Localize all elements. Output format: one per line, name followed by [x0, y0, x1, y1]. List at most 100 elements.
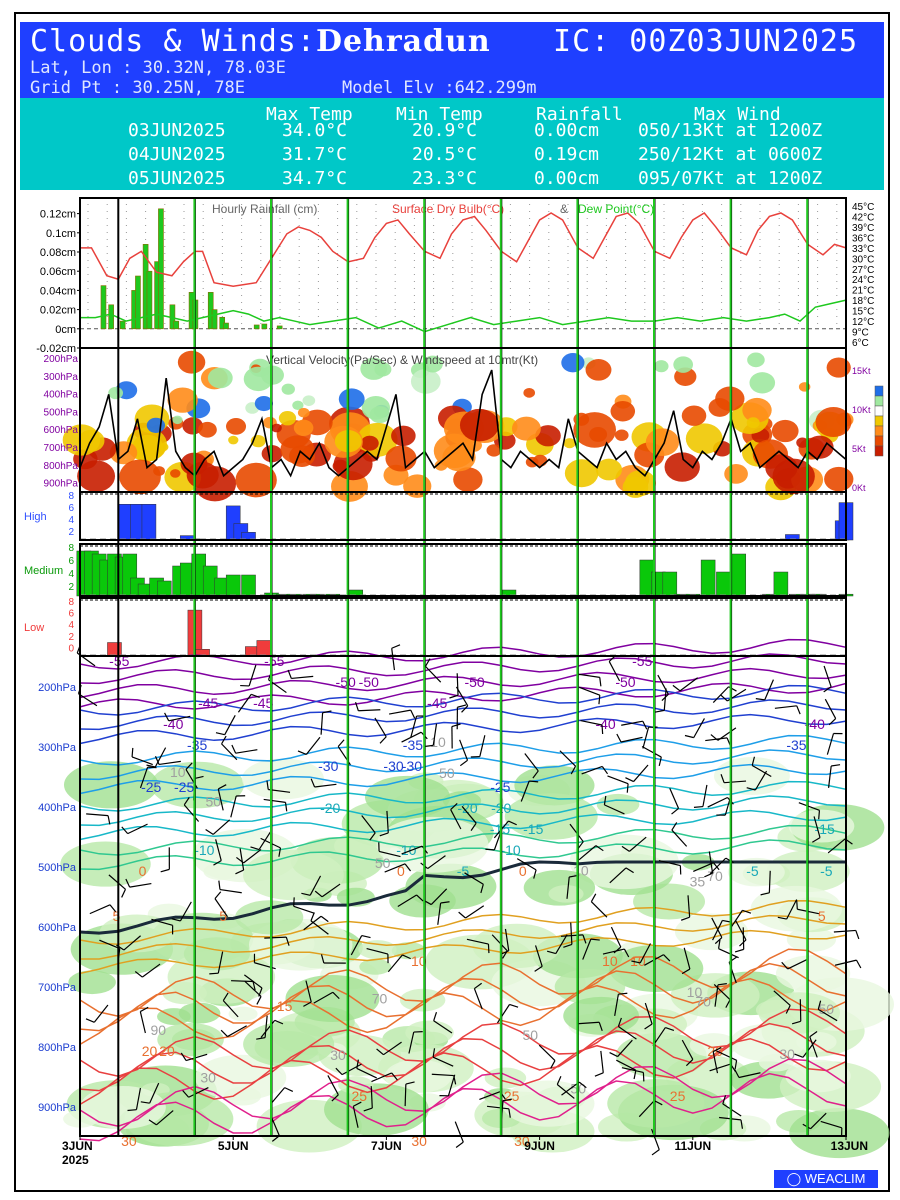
wind-barb-flag — [704, 872, 713, 878]
rh-shade — [364, 775, 451, 819]
wind-barb-flag — [590, 893, 597, 902]
wind-barb — [768, 870, 771, 893]
rain-legend-label: Hourly Rainfall (cm) — [212, 202, 317, 216]
wind-barb — [154, 747, 167, 768]
temp-y-tick-label: 18°C — [852, 296, 874, 307]
wind-barb — [269, 1087, 286, 1105]
wind-barb — [305, 980, 312, 1003]
wind-barb — [371, 1072, 392, 1083]
vv-cell — [486, 444, 502, 457]
vv-colorbar-cell — [874, 445, 884, 457]
isotherm-line — [79, 899, 847, 945]
row-min-temp: 20.9°C — [412, 120, 478, 141]
rain-bar — [173, 320, 180, 330]
wind-barb — [244, 980, 262, 997]
rh-shade — [228, 1006, 258, 1022]
rain-bar — [261, 323, 268, 330]
wind-barb-flag — [320, 915, 329, 923]
row-min-temp: 20.5°C — [412, 144, 478, 165]
vv-cell — [297, 407, 310, 418]
vv-cell — [459, 408, 499, 442]
wind-barb — [466, 938, 489, 945]
wind-barb-flag — [818, 810, 821, 820]
rh-shade — [384, 1059, 452, 1093]
wind-barb-flag — [785, 1005, 791, 1014]
wind-barb — [156, 1110, 174, 1126]
wind-barb-flag — [424, 744, 434, 748]
wind-barb-flag — [235, 869, 244, 875]
wind-barb — [454, 1121, 464, 1143]
vv-cell — [724, 464, 748, 484]
initial-condition: IC: 00Z03JUN2025 — [553, 24, 858, 59]
wind-barb — [352, 1106, 359, 1128]
medium-cloud-bar — [662, 571, 678, 597]
wind-barb-flag — [599, 677, 602, 687]
vv-cell — [564, 459, 599, 488]
pressure-y-tick-label: 600hPa — [38, 922, 77, 934]
rain-y-tick-label: 0.1cm — [46, 228, 76, 240]
wind-barb — [135, 1087, 142, 1110]
medium-cloud-y-tick-label: 4 — [68, 569, 74, 580]
vv-cell — [573, 412, 590, 426]
wind-barb-flag — [658, 756, 662, 766]
wind-barb-flag — [855, 930, 860, 940]
isotherm-line — [79, 795, 847, 827]
vv-cell — [681, 405, 707, 426]
wind-barb-flag — [740, 1119, 744, 1129]
wind-barb — [244, 974, 263, 989]
wind-barb — [141, 963, 161, 978]
panel-border — [79, 491, 847, 541]
wind-barb — [258, 830, 272, 850]
wind-barb-flag — [631, 960, 641, 964]
vv-cell — [410, 368, 441, 394]
wind-barb — [617, 1039, 633, 1057]
wind-barb-flag — [470, 822, 477, 831]
high-cloud-y-tick-label: 6 — [68, 503, 74, 514]
wind-barb — [524, 753, 539, 772]
wind-barb — [86, 813, 109, 817]
wind-barb-flag — [310, 912, 315, 922]
wind-barb — [786, 899, 798, 920]
wind-barb — [123, 935, 141, 951]
low-cloud-y-tick-label: 2 — [68, 632, 74, 643]
medium-cloud-y-tick-label: 2 — [68, 582, 74, 593]
wind-barb — [222, 1000, 239, 1018]
wind-barb — [590, 901, 608, 918]
row-min-temp: 23.3°C — [412, 168, 478, 189]
vv-cell — [119, 459, 161, 495]
vv-cell — [167, 387, 198, 413]
wind-barb — [718, 948, 739, 959]
pressure-y-tick-label: 200hPa — [38, 682, 77, 694]
wind-barb-flag — [546, 950, 556, 955]
wind-barb — [824, 698, 837, 719]
wind-barb-flag — [502, 1098, 512, 1102]
wind-barb-flag — [194, 775, 204, 780]
wind-barb-flag — [424, 658, 431, 667]
vv-cell — [62, 424, 101, 456]
contour-label: -30 — [383, 758, 403, 774]
temp-y-tick-label: 15°C — [852, 307, 874, 318]
medium-cloud-label: Medium — [24, 565, 63, 577]
wind-barb — [577, 1021, 600, 1025]
wind-barb-flag — [274, 1019, 284, 1025]
rh-shade — [484, 1067, 527, 1089]
wind-barb — [479, 1091, 501, 1101]
wind-barb — [712, 920, 723, 941]
wind-barb-flag — [121, 889, 127, 898]
wind-barb-flag — [453, 1075, 457, 1085]
wind-barb — [214, 898, 228, 918]
wind-barb-flag — [722, 1095, 727, 1105]
temp-y-tick-label: 24°C — [852, 275, 874, 286]
wind-barb — [410, 715, 418, 738]
wind-barb-flag — [717, 983, 727, 986]
wind-barb-flag — [214, 891, 222, 900]
rh-shade — [324, 1083, 429, 1136]
rh-shade — [727, 857, 785, 887]
wind-barb-flag — [655, 709, 665, 713]
vv-cell — [254, 395, 273, 412]
vv-kt-label: 10Kt — [852, 405, 871, 415]
wind-barb-flag — [353, 1101, 362, 1107]
isotherm-line — [79, 653, 847, 685]
vv-title: Vertical Velocity(Pa/Sec) & Windspeed at… — [266, 353, 538, 367]
wind-barb — [455, 686, 469, 707]
